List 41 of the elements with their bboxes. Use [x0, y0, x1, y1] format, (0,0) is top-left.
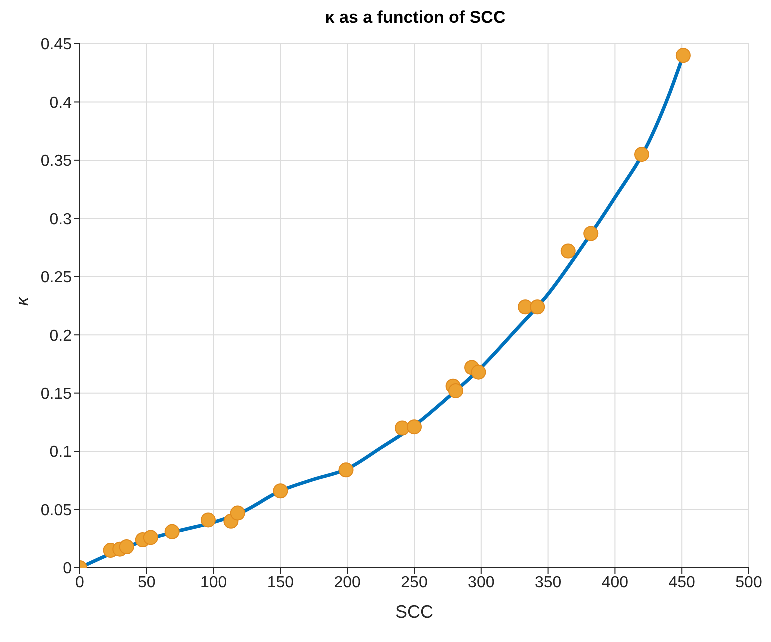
point [448, 384, 464, 399]
x-tick-label: 450 [668, 574, 696, 592]
point [560, 244, 576, 259]
x-tick-label: 0 [76, 574, 85, 592]
x-tick-label: 400 [602, 574, 629, 592]
x-tick-label: 250 [401, 574, 428, 592]
x-tick-label: 300 [468, 574, 495, 592]
point [584, 226, 599, 242]
point [471, 364, 486, 380]
y-tick-label: 0.1 [50, 444, 72, 462]
x-tick-label: 200 [334, 574, 362, 592]
y-tick-label: 0.05 [40, 502, 72, 520]
x-tick-label: 100 [200, 574, 228, 592]
point [394, 420, 410, 436]
point [143, 530, 158, 546]
point [164, 524, 180, 540]
x-axis-title: SCC [395, 602, 434, 622]
chart-title: κ as a function of SCC [324, 8, 507, 29]
point [634, 147, 650, 162]
y-tick-label: 0 [63, 560, 72, 578]
point [676, 48, 691, 64]
point [230, 506, 246, 521]
x-tick-label: 150 [267, 574, 294, 592]
x-tick-label: 500 [736, 574, 762, 592]
point [407, 420, 422, 435]
point [518, 300, 534, 315]
y-tick-label: 0.25 [40, 270, 72, 287]
x-tick-label: 50 [138, 574, 156, 592]
point [338, 462, 354, 478]
x-tick-label: 350 [534, 574, 562, 592]
y-axis-title: κ [12, 296, 32, 306]
y-tick-label: 0.2 [50, 328, 72, 345]
y-tick-label: 0.3 [50, 211, 72, 228]
point [119, 540, 134, 555]
y-tick-label: 0.35 [40, 153, 72, 170]
y-tick-label: 0.15 [40, 386, 72, 404]
point [273, 484, 288, 499]
point [530, 300, 546, 315]
y-tick-label: 0.45 [40, 36, 72, 54]
y-tick-label: 0.4 [50, 94, 72, 112]
point [200, 512, 216, 528]
